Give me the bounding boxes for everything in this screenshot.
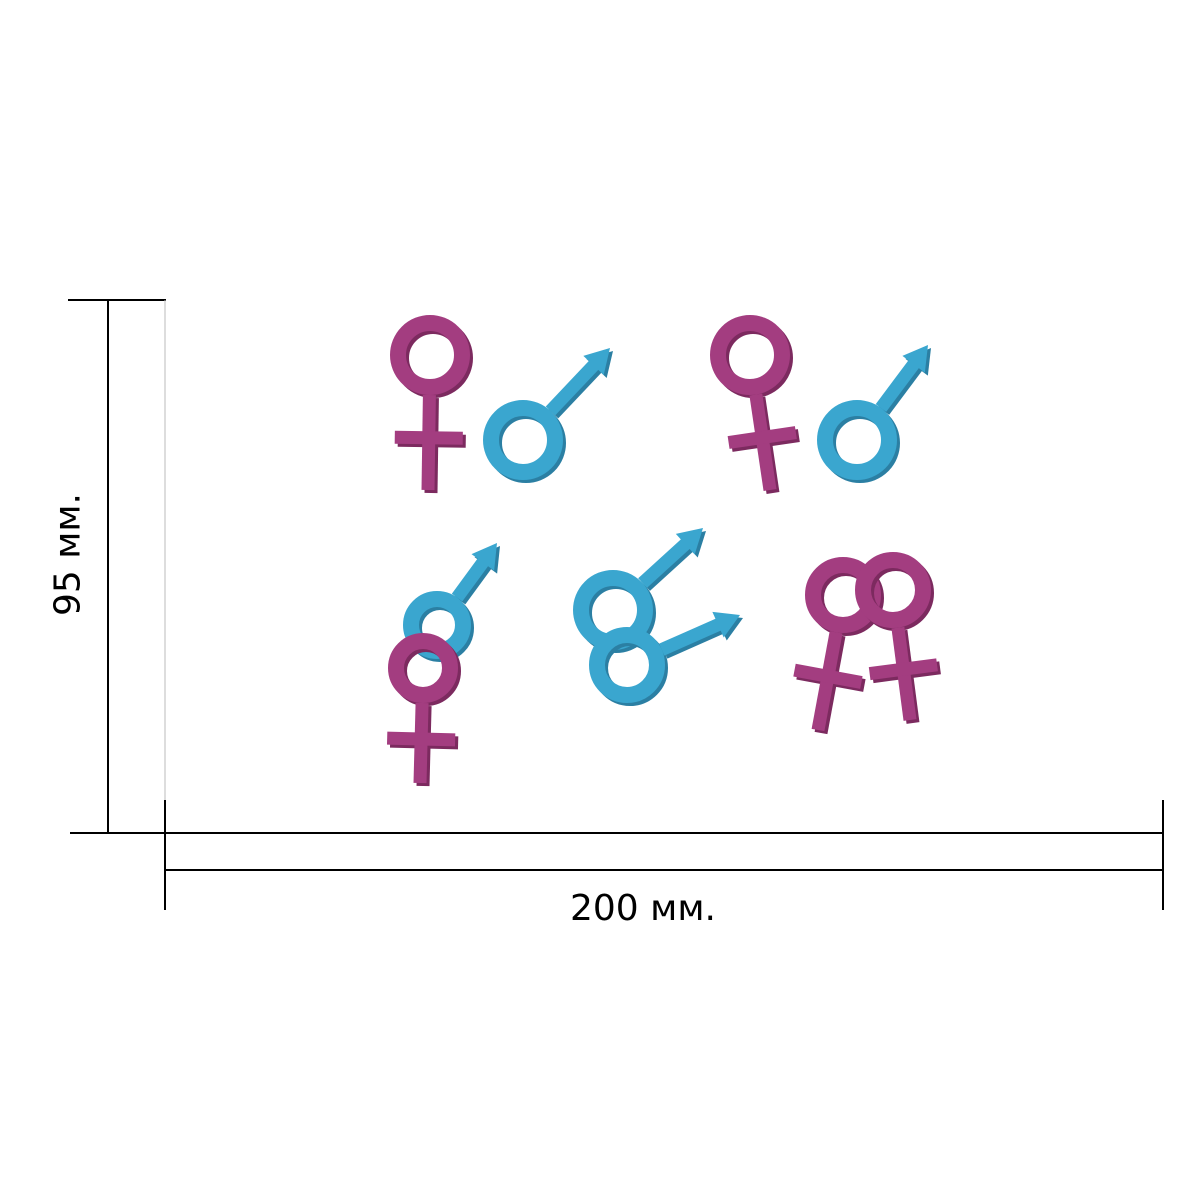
female-symbol-icon	[390, 315, 473, 494]
male-symbol-icon	[573, 528, 706, 653]
height-label: 95 мм.	[47, 493, 89, 617]
male-symbol-icon	[589, 611, 743, 706]
female-symbol-icon	[386, 633, 461, 787]
female-symbol-icon	[710, 315, 800, 494]
male-symbol-icon	[483, 348, 613, 483]
male-symbol-icon	[817, 345, 931, 483]
gender-symbols	[386, 315, 941, 787]
female-symbol-icon	[855, 552, 941, 724]
width-label: 200 мм.	[570, 888, 716, 929]
female-symbol-icon	[793, 557, 884, 735]
